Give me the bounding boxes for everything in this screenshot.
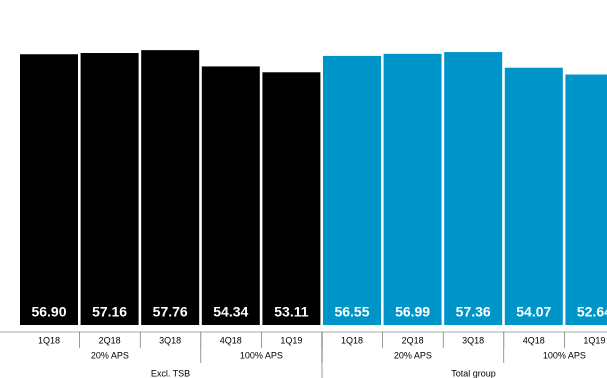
x-tick-label: 1Q19 bbox=[280, 335, 302, 345]
subgroup-label: 20% APS bbox=[394, 350, 432, 360]
bar bbox=[80, 53, 139, 325]
bar bbox=[262, 72, 321, 325]
x-tick-label: 1Q18 bbox=[38, 335, 60, 345]
x-tick-label: 3Q18 bbox=[159, 335, 181, 345]
x-tick-label: 3Q18 bbox=[462, 335, 484, 345]
value-label: 57.16 bbox=[92, 304, 127, 320]
x-tick-label: 2Q18 bbox=[402, 335, 424, 345]
x-tick-label: 4Q18 bbox=[220, 335, 242, 345]
value-label: 54.34 bbox=[213, 304, 248, 320]
bar bbox=[565, 74, 607, 325]
x-tick-label: 2Q18 bbox=[99, 335, 121, 345]
x-tick-label: 4Q18 bbox=[523, 335, 545, 345]
bar bbox=[20, 54, 78, 326]
x-tick-label: 1Q18 bbox=[341, 335, 363, 345]
value-label: 57.36 bbox=[456, 304, 491, 320]
bar bbox=[444, 52, 503, 326]
subgroup-label: 20% APS bbox=[91, 350, 129, 360]
group-label: Total group bbox=[451, 368, 496, 378]
value-label: 52.64 bbox=[577, 304, 607, 320]
x-tick-label: 1Q19 bbox=[583, 335, 605, 345]
group-label: Excl. TSB bbox=[151, 368, 190, 378]
bar bbox=[383, 53, 442, 325]
bar bbox=[201, 66, 260, 326]
bar bbox=[141, 50, 200, 325]
subgroup-label: 100% APS bbox=[543, 350, 586, 360]
value-label: 56.90 bbox=[31, 304, 66, 320]
bar bbox=[323, 55, 381, 326]
value-label: 56.99 bbox=[395, 304, 430, 320]
value-label: 53.11 bbox=[274, 304, 308, 320]
value-label: 56.55 bbox=[334, 304, 369, 320]
value-label: 57.76 bbox=[153, 304, 188, 320]
bar bbox=[504, 67, 563, 326]
value-label: 54.07 bbox=[516, 304, 551, 320]
subgroup-label: 100% APS bbox=[240, 350, 283, 360]
